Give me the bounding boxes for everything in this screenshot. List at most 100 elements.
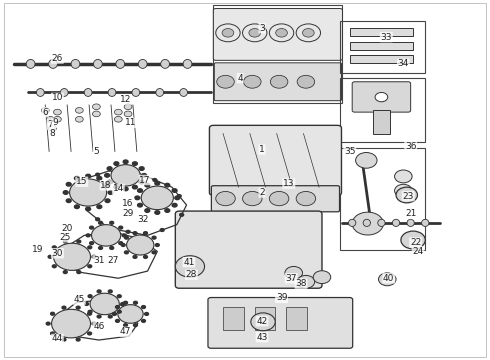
Circle shape (139, 167, 144, 170)
Circle shape (296, 192, 316, 206)
Text: 44: 44 (52, 334, 63, 343)
Circle shape (90, 242, 94, 244)
Circle shape (46, 116, 54, 122)
Circle shape (41, 108, 49, 113)
Circle shape (76, 306, 80, 309)
Circle shape (92, 255, 96, 258)
Circle shape (124, 104, 132, 110)
Circle shape (118, 305, 143, 323)
Circle shape (50, 312, 54, 315)
Text: 6: 6 (42, 108, 48, 117)
Bar (350, 55, 413, 63)
Circle shape (92, 322, 96, 325)
Text: 26: 26 (52, 54, 63, 63)
Circle shape (115, 116, 122, 122)
FancyBboxPatch shape (175, 211, 322, 288)
Ellipse shape (183, 59, 192, 68)
Text: 9: 9 (52, 118, 58, 127)
Ellipse shape (94, 59, 102, 68)
Circle shape (139, 180, 144, 184)
Text: 18: 18 (100, 181, 112, 190)
Circle shape (145, 312, 148, 315)
Circle shape (114, 185, 119, 189)
Circle shape (132, 185, 137, 189)
Circle shape (249, 28, 261, 37)
Circle shape (111, 165, 140, 186)
Circle shape (77, 271, 81, 274)
Circle shape (119, 242, 122, 244)
Circle shape (53, 116, 61, 122)
Circle shape (105, 199, 110, 203)
Circle shape (297, 75, 315, 88)
Text: 29: 29 (122, 210, 134, 219)
Circle shape (97, 205, 102, 208)
Circle shape (121, 171, 125, 174)
Circle shape (70, 179, 107, 206)
Ellipse shape (84, 89, 92, 96)
Circle shape (155, 181, 160, 185)
Circle shape (401, 231, 425, 249)
Circle shape (160, 229, 164, 231)
Ellipse shape (378, 219, 385, 226)
Circle shape (75, 116, 83, 122)
Circle shape (62, 306, 66, 309)
FancyBboxPatch shape (209, 125, 342, 195)
Text: 41: 41 (183, 258, 195, 267)
Circle shape (141, 186, 173, 210)
Text: 17: 17 (139, 176, 151, 185)
FancyBboxPatch shape (211, 186, 340, 212)
Text: 43: 43 (256, 333, 268, 342)
Ellipse shape (392, 219, 400, 226)
Circle shape (90, 226, 94, 229)
Text: 40: 40 (383, 274, 394, 283)
Circle shape (114, 162, 119, 165)
Circle shape (88, 295, 92, 298)
Circle shape (244, 75, 261, 88)
Circle shape (107, 180, 112, 184)
Circle shape (105, 183, 110, 186)
Circle shape (144, 232, 147, 235)
Circle shape (144, 256, 147, 258)
Circle shape (133, 232, 137, 235)
Circle shape (108, 315, 112, 318)
Circle shape (116, 319, 120, 322)
Circle shape (243, 192, 262, 206)
Circle shape (122, 234, 126, 237)
Circle shape (96, 173, 99, 176)
Circle shape (394, 184, 412, 197)
Ellipse shape (49, 59, 57, 68)
Circle shape (165, 183, 170, 187)
Circle shape (49, 125, 56, 131)
Ellipse shape (116, 59, 124, 68)
Circle shape (302, 28, 314, 37)
Circle shape (222, 28, 234, 37)
Text: 5: 5 (94, 147, 99, 156)
Circle shape (75, 108, 83, 113)
Circle shape (297, 275, 315, 288)
Circle shape (90, 293, 119, 315)
Circle shape (52, 265, 56, 268)
Circle shape (97, 176, 102, 180)
Circle shape (88, 310, 92, 313)
Circle shape (123, 187, 128, 191)
Text: 42: 42 (256, 316, 268, 325)
Text: 7: 7 (47, 120, 53, 129)
Text: 37: 37 (286, 274, 297, 283)
Bar (287, 307, 307, 330)
Text: 10: 10 (51, 93, 63, 102)
Circle shape (88, 312, 92, 315)
Circle shape (93, 104, 100, 110)
Ellipse shape (108, 89, 116, 96)
Circle shape (53, 243, 91, 270)
Circle shape (180, 213, 184, 216)
Bar (340, 21, 425, 73)
Circle shape (152, 251, 156, 254)
Circle shape (142, 174, 147, 177)
Text: 33: 33 (381, 33, 392, 42)
Ellipse shape (71, 59, 80, 68)
Circle shape (74, 205, 79, 208)
Circle shape (133, 324, 137, 327)
Circle shape (117, 295, 121, 298)
Circle shape (50, 332, 54, 335)
Text: 14: 14 (113, 184, 124, 193)
